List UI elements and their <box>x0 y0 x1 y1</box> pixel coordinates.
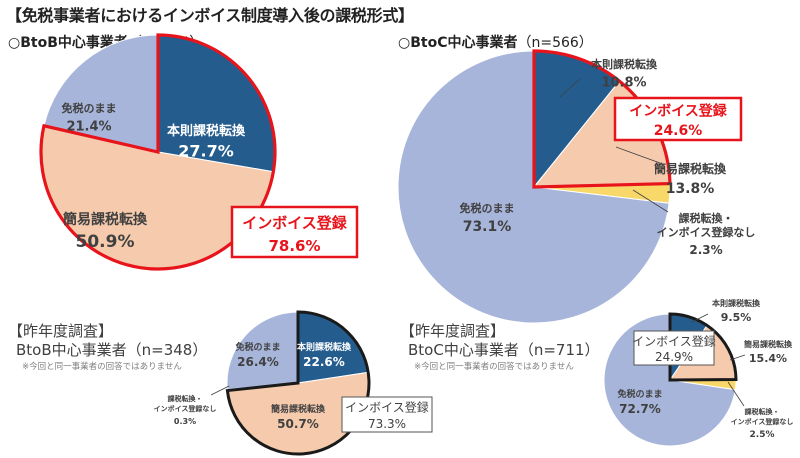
btoc-current-label-value: 2.3% <box>689 243 722 257</box>
btob-previous-label-name: 本則課税転換 <box>297 341 352 353</box>
btoc-previous-callout-value: 24.9% <box>655 350 693 364</box>
btoc-current-n: （n=566） <box>517 35 593 51</box>
btoc-previous-pie: 本則課税転換 9.5% 簡易課税転換 15.4% 課税転換・インボイス登録なし 2.5% 免… <box>603 298 794 447</box>
btoc-current-label-name: 簡易課税転換 <box>654 161 727 176</box>
btoc-previous-label-value: 72.7% <box>619 402 661 416</box>
btob-previous-label-value: 50.7% <box>277 417 319 431</box>
btob-previous-label-name: 簡易課税転換 <box>271 403 326 415</box>
btoc-current-leader-line <box>615 146 661 164</box>
btob-current-callout-value: 78.6% <box>268 237 320 255</box>
btob-current-label-value: 21.4% <box>66 120 111 135</box>
btoc-previous-label-value: 2.5% <box>750 430 775 440</box>
btoc-current-label-value: 13.8% <box>666 181 715 197</box>
btoc-previous-label-name: 免税のまま <box>617 388 662 400</box>
btoc-previous-label-name: 簡易課税転換 <box>744 339 793 349</box>
btoc-current-heading: ○BtoC中心事業者（n=566） <box>398 32 593 52</box>
btob-previous-title: BtoB中心事業者（n=348） <box>16 341 208 359</box>
btob-current-callout-label: インボイス登録 <box>242 214 348 232</box>
btoc-current-callout-value: 24.6% <box>654 123 703 139</box>
btoc-previous-survey-label: 【昨年度調査】 <box>400 322 506 340</box>
btob-previous-label-value: 26.4% <box>237 355 279 369</box>
btob-previous-survey-label: 【昨年度調査】 <box>8 322 114 340</box>
btob-current-slice-menzei <box>43 34 159 153</box>
btob-current-pie: 本則課税転換 27.7% 簡易課税転換 50.9% 免税のまま 21.4% インボイス登録 7… <box>39 33 359 271</box>
btoc-current-label-name: インボイス登録なし <box>657 225 756 239</box>
btoc-current-leader-line <box>632 189 669 213</box>
btob-previous-label-name: 免税のまま <box>235 341 280 353</box>
btoc-current-label-value: 10.8% <box>601 76 646 91</box>
btoc-previous-label-name: 本則課税転換 <box>711 298 761 308</box>
btoc-previous-registered-outline <box>668 312 738 382</box>
btoc-current-label-name: 免税のまま <box>460 201 515 215</box>
btob-current-label-value: 50.9% <box>76 232 135 252</box>
btoc-current-title: ○BtoC中心事業者 <box>398 35 518 51</box>
btob-previous-leader-line <box>210 385 230 396</box>
btob-previous-label-value: 0.3% <box>174 417 196 426</box>
btob-current-label-value: 27.7% <box>178 142 234 161</box>
btob-current-label-name: 簡易課税転換 <box>63 211 148 228</box>
btob-current-label-name: 免税のまま <box>62 101 117 115</box>
btoc-previous-leader-line <box>729 354 746 361</box>
page-title: 【免税事業者におけるインボイス制度導入後の課税形式】 <box>6 6 414 25</box>
btob-previous-label-value: 22.6% <box>303 355 345 369</box>
btoc-current-callout-label: インボイス登録 <box>629 103 728 120</box>
btoc-current-label-name: 本則課税転換 <box>591 57 658 71</box>
btob-previous-callout-label: インボイス登録 <box>345 400 429 415</box>
btoc-previous-note: ※今回と同一事業者の回答ではありません <box>414 362 574 372</box>
btob-current-callout-box <box>230 205 359 259</box>
btoc-previous-title: BtoC中心事業者（n=711） <box>408 341 600 359</box>
btob-previous-note: ※今回と同一事業者の回答ではありません <box>22 362 182 372</box>
btob-current-title: ○BtoB中心事業者 <box>8 35 128 51</box>
btoc-previous-heading: 【昨年度調査】 BtoC中心事業者（n=711） ※今回と同一事業者の回答ではあ… <box>400 322 600 372</box>
btob-previous-heading: 【昨年度調査】 BtoB中心事業者（n=348） ※今回と同一事業者の回答ではあ… <box>8 322 207 372</box>
btoc-current-leader-line <box>559 78 581 98</box>
btob-current-label-name: 本則課税転換 <box>167 123 246 139</box>
btob-previous-label-name: 課税転換・ <box>168 394 203 403</box>
btoc-previous-label-value: 9.5% <box>721 311 752 324</box>
btoc-current-label-value: 73.1% <box>463 219 512 235</box>
btob-previous-callout-value: 73.3% <box>368 417 406 431</box>
btob-previous-pie: 本則課税転換 22.6% 簡易課税転換 50.7% 課税転換・インボイス登録なし 0.3%… <box>154 310 433 456</box>
btoc-current-registered-outline <box>532 49 672 189</box>
btoc-previous-callout-box <box>633 330 715 366</box>
btoc-previous-leader-line <box>727 381 745 407</box>
btoc-previous-label-value: 15.4% <box>749 352 787 365</box>
btoc-previous-callout-label: インボイス登録 <box>632 333 716 348</box>
btoc-current-callout-box <box>613 96 743 142</box>
btoc-current-label-name: 課税転換・ <box>679 211 734 225</box>
btoc-previous-label-name: インボイス登録なし <box>731 417 794 426</box>
btoc-previous-leader-line <box>691 313 709 323</box>
btob-previous-slice-menzei <box>226 311 299 390</box>
btoc-previous-label-name: 課税転換・ <box>745 407 780 416</box>
btob-previous-label-name: インボイス登録なし <box>154 404 217 413</box>
btoc-current-pie: 本則課税転換 10.8% 簡易課税転換 13.8% 課税転換・インボイス登録なし 2.3%… <box>397 49 756 324</box>
btob-previous-callout-box <box>341 396 433 433</box>
